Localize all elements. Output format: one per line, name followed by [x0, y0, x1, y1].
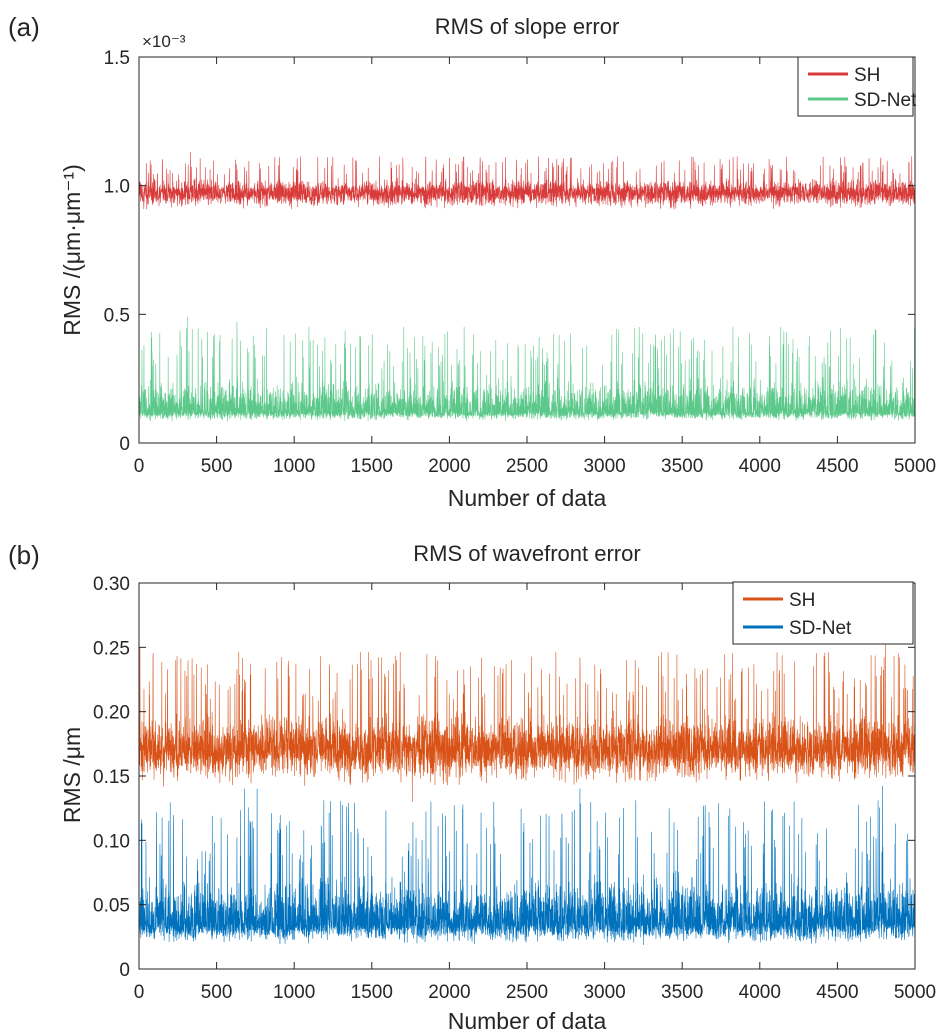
y-multiplier: ×10⁻³	[142, 32, 186, 51]
x-tick-label: 0	[134, 982, 145, 1003]
x-tick-label: 2000	[428, 456, 470, 477]
series-line-sh	[138, 641, 916, 803]
panel-wavefront-error: (b) RMS of wavefront error Number of dat…	[8, 540, 936, 1033]
x-tick-label: 5000	[894, 982, 936, 1003]
series-line-sd-net	[138, 316, 916, 422]
y-tick-label: 1.5	[104, 48, 130, 69]
x-tick-label: 3500	[661, 456, 703, 477]
legend-box	[797, 56, 914, 117]
legend-label: SH	[854, 65, 880, 86]
series-line-sd-net	[138, 785, 916, 946]
y-tick-label: 1.0	[104, 177, 130, 198]
x-tick-label: 4500	[816, 456, 858, 477]
x-tick-label: 2500	[506, 456, 548, 477]
legend-label: SH	[789, 590, 815, 611]
y-tick-label: 0.20	[93, 703, 130, 724]
x-tick-label: 4000	[739, 456, 781, 477]
y-axis-label: RMS /(μm·μm⁻¹)	[59, 164, 85, 336]
y-tick-label: 0.15	[93, 767, 130, 788]
x-tick-label: 3000	[583, 456, 625, 477]
x-tick-label: 2000	[428, 982, 470, 1003]
y-tick-label: 0.05	[93, 896, 130, 917]
y-tick-label: 0.30	[93, 574, 130, 595]
y-tick-label: 0.5	[104, 305, 130, 326]
panel-label: (b)	[8, 540, 40, 570]
series-line-sh	[138, 151, 916, 210]
x-tick-label: 0	[134, 456, 145, 477]
x-tick-label: 1500	[351, 982, 393, 1003]
panel-slope-error: (a) RMS of slope error ×10⁻³ Number of d…	[8, 12, 936, 511]
y-tick-label: 0.10	[93, 831, 130, 852]
x-tick-label: 3500	[661, 982, 703, 1003]
legend-label: SD-Net	[789, 618, 852, 639]
y-tick-label: 0	[119, 434, 130, 455]
chart-title: RMS of wavefront error	[413, 541, 640, 566]
x-axis-label: Number of data	[448, 485, 607, 511]
x-tick-label: 2500	[506, 982, 548, 1003]
y-axis-label: RMS /μm	[59, 727, 85, 823]
y-tick-label: 0.25	[93, 638, 130, 659]
x-tick-label: 500	[201, 456, 233, 477]
panel-label: (a)	[8, 12, 40, 42]
legend-label: SD-Net	[854, 90, 917, 111]
x-tick-label: 1500	[351, 456, 393, 477]
x-tick-label: 5000	[894, 456, 936, 477]
x-tick-label: 4500	[816, 982, 858, 1003]
x-axis-label: Number of data	[448, 1008, 607, 1033]
x-tick-label: 1000	[273, 982, 315, 1003]
chart-title: RMS of slope error	[435, 14, 620, 39]
x-tick-label: 4000	[739, 982, 781, 1003]
x-tick-label: 500	[201, 982, 233, 1003]
legend-box	[732, 581, 914, 645]
x-tick-label: 1000	[273, 456, 315, 477]
y-tick-label: 0	[119, 960, 130, 981]
x-tick-label: 3000	[583, 982, 625, 1003]
